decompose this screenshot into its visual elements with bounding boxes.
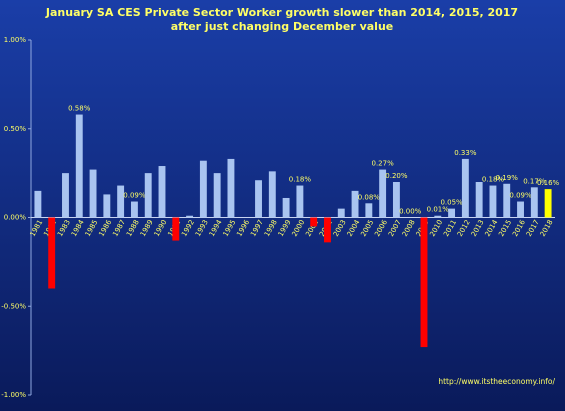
bar <box>310 217 318 227</box>
value-label: 0.09% <box>509 192 532 200</box>
bar <box>379 169 387 218</box>
bar <box>75 114 83 218</box>
bar <box>268 171 276 218</box>
value-label: 0.05% <box>440 199 463 207</box>
y-tick-label: 0.00% <box>4 214 27 222</box>
bar <box>186 215 194 218</box>
bar <box>337 208 345 218</box>
chart-title: January SA CES Private Sector Worker gro… <box>45 6 518 19</box>
value-label: 0.16% <box>537 179 560 187</box>
bar <box>144 173 152 218</box>
bar <box>34 190 42 218</box>
bar <box>324 217 331 243</box>
bar <box>227 158 235 218</box>
bar <box>103 194 111 218</box>
value-label: 0.17% <box>523 177 546 185</box>
y-tick-label: -1.00% <box>1 391 26 399</box>
bar <box>461 158 469 218</box>
bar <box>213 173 221 218</box>
y-tick-label: 1.00% <box>4 36 27 44</box>
value-label: 0.00% <box>399 208 422 216</box>
y-tick-label: -0.50% <box>1 302 26 310</box>
value-label: 0.09% <box>123 192 146 200</box>
bar <box>282 197 290 218</box>
bar <box>172 217 180 241</box>
bar <box>434 215 442 218</box>
bar <box>62 173 69 218</box>
bar <box>296 185 304 218</box>
bar <box>351 190 359 218</box>
bar <box>489 185 497 218</box>
bar <box>448 208 456 218</box>
bar <box>392 182 400 218</box>
value-label: 0.19% <box>496 174 519 182</box>
bar <box>48 217 56 289</box>
bar <box>158 166 166 218</box>
source: http://www.itstheeconomy.info/ <box>438 377 555 386</box>
bar <box>420 217 428 348</box>
value-label: 0.20% <box>385 172 408 180</box>
value-label: 0.58% <box>68 105 91 113</box>
bar <box>517 201 524 218</box>
bar <box>199 160 207 218</box>
bar <box>365 203 373 218</box>
bar <box>530 187 538 218</box>
bar <box>89 169 97 218</box>
bar <box>503 183 511 218</box>
value-label: 0.08% <box>358 193 381 201</box>
value-label: 0.18% <box>482 176 505 184</box>
bar <box>544 189 552 218</box>
bar <box>475 182 483 218</box>
value-label: 0.27% <box>372 160 395 168</box>
y-tick-label: 0.50% <box>4 125 27 133</box>
value-label: 0.01% <box>427 206 450 214</box>
bar <box>117 185 125 218</box>
bar <box>255 180 262 218</box>
chart-subtitle: after just changing December value <box>171 20 393 33</box>
value-label: 0.18% <box>289 176 312 184</box>
value-label: 0.33% <box>454 149 477 157</box>
bar <box>130 201 138 218</box>
